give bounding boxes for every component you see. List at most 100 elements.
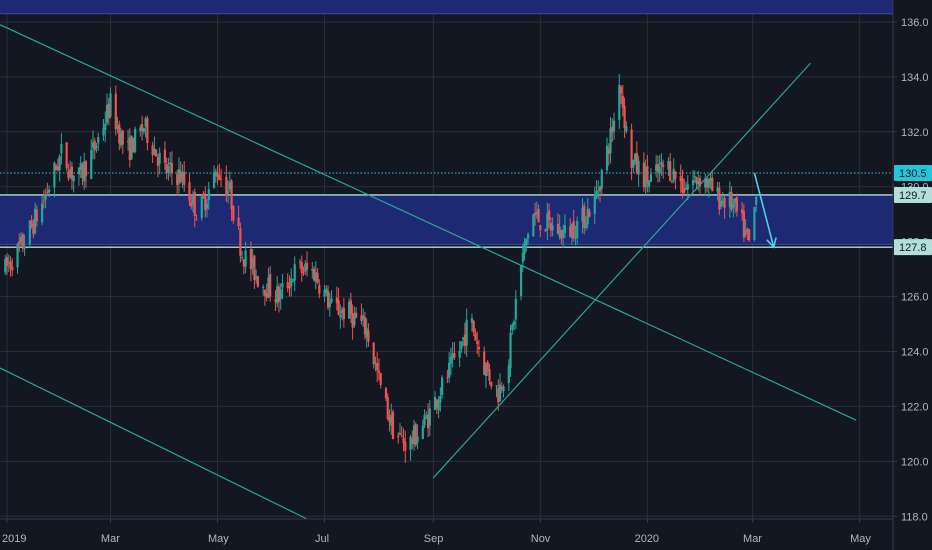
candle[interactable] (748, 229, 751, 242)
candle[interactable] (265, 283, 268, 302)
candle[interactable] (660, 153, 663, 176)
candle[interactable] (83, 152, 86, 191)
candle[interactable] (548, 203, 551, 228)
candle[interactable] (305, 251, 309, 277)
candle[interactable] (169, 152, 172, 177)
candle[interactable] (742, 203, 745, 243)
candle[interactable] (291, 278, 295, 283)
forecast-arrow[interactable] (753, 172, 777, 249)
zone-rect[interactable] (0, 194, 893, 245)
candle[interactable] (190, 194, 193, 210)
candle[interactable] (237, 205, 240, 230)
candle[interactable] (586, 198, 589, 229)
candle[interactable] (681, 169, 684, 199)
candle[interactable] (128, 128, 131, 168)
candle[interactable] (605, 137, 609, 174)
candle[interactable] (170, 151, 174, 186)
candle[interactable] (709, 172, 712, 190)
candle[interactable] (251, 248, 254, 275)
candle[interactable] (90, 139, 93, 180)
candle[interactable] (705, 177, 709, 193)
candle[interactable] (290, 268, 293, 297)
candle[interactable] (662, 159, 665, 179)
candle[interactable] (11, 258, 14, 277)
candle[interactable] (216, 165, 219, 185)
candle[interactable] (144, 116, 147, 138)
candle[interactable] (353, 306, 356, 328)
candle[interactable] (104, 111, 107, 143)
candle[interactable] (183, 161, 186, 192)
candle[interactable] (81, 162, 84, 186)
candle[interactable] (625, 121, 628, 134)
candle[interactable] (744, 219, 747, 238)
candle[interactable] (226, 180, 230, 204)
candle[interactable] (163, 141, 167, 170)
candle[interactable] (44, 188, 47, 209)
candle[interactable] (56, 158, 59, 172)
candle[interactable] (441, 375, 444, 399)
candle[interactable] (55, 163, 58, 171)
candle[interactable] (225, 165, 228, 202)
candle[interactable] (551, 217, 554, 237)
candle[interactable] (341, 306, 344, 321)
candle[interactable] (667, 157, 670, 177)
candle[interactable] (167, 157, 170, 181)
candle[interactable] (500, 382, 503, 394)
candle[interactable] (365, 318, 368, 348)
candle[interactable] (484, 362, 488, 389)
candle[interactable] (446, 369, 449, 384)
candle[interactable] (546, 202, 549, 241)
candle[interactable] (674, 170, 677, 190)
candle[interactable] (93, 137, 96, 160)
candle[interactable] (30, 215, 33, 229)
candle[interactable] (372, 341, 375, 369)
candle[interactable] (97, 132, 100, 151)
candle[interactable] (288, 275, 291, 297)
candle[interactable] (263, 289, 267, 306)
candle[interactable] (679, 164, 682, 194)
candle[interactable] (519, 265, 523, 301)
candle[interactable] (255, 269, 258, 284)
candle[interactable] (448, 352, 451, 383)
candle[interactable] (114, 85, 117, 136)
candle[interactable] (325, 285, 328, 297)
candle[interactable] (262, 284, 265, 296)
candle[interactable] (139, 124, 142, 137)
candle[interactable] (486, 359, 489, 376)
candle[interactable] (379, 372, 382, 389)
trendline[interactable] (432, 62, 811, 479)
time-axis[interactable]: 2019 Mar May Jul Sep Nov 2020 Mar May (2, 519, 871, 545)
candle[interactable] (212, 165, 216, 189)
candle[interactable] (133, 126, 137, 154)
candle[interactable] (121, 129, 124, 155)
candle[interactable] (449, 347, 452, 376)
candle[interactable] (409, 434, 412, 461)
candle[interactable] (476, 331, 479, 355)
candle[interactable] (5, 253, 9, 276)
candle[interactable] (583, 202, 586, 235)
candle[interactable] (239, 222, 242, 263)
candle[interactable] (207, 181, 210, 210)
candle[interactable] (400, 426, 403, 438)
candle[interactable] (48, 185, 51, 198)
candle[interactable] (41, 195, 44, 226)
candle[interactable] (734, 197, 737, 214)
candle[interactable] (512, 319, 516, 331)
candle[interactable] (621, 84, 624, 117)
candle[interactable] (600, 168, 603, 196)
candle[interactable] (390, 403, 393, 435)
candle[interactable] (105, 93, 109, 126)
candle[interactable] (533, 202, 537, 226)
candle[interactable] (19, 232, 23, 246)
candle[interactable] (286, 273, 289, 293)
candle[interactable] (753, 206, 756, 242)
candle[interactable] (349, 292, 352, 323)
candle[interactable] (483, 346, 486, 376)
candle[interactable] (58, 154, 61, 182)
candle[interactable] (195, 214, 198, 221)
candle[interactable] (584, 216, 588, 231)
candle[interactable] (732, 198, 735, 218)
candle[interactable] (507, 359, 510, 391)
candle[interactable] (686, 175, 689, 201)
candle[interactable] (130, 135, 133, 161)
